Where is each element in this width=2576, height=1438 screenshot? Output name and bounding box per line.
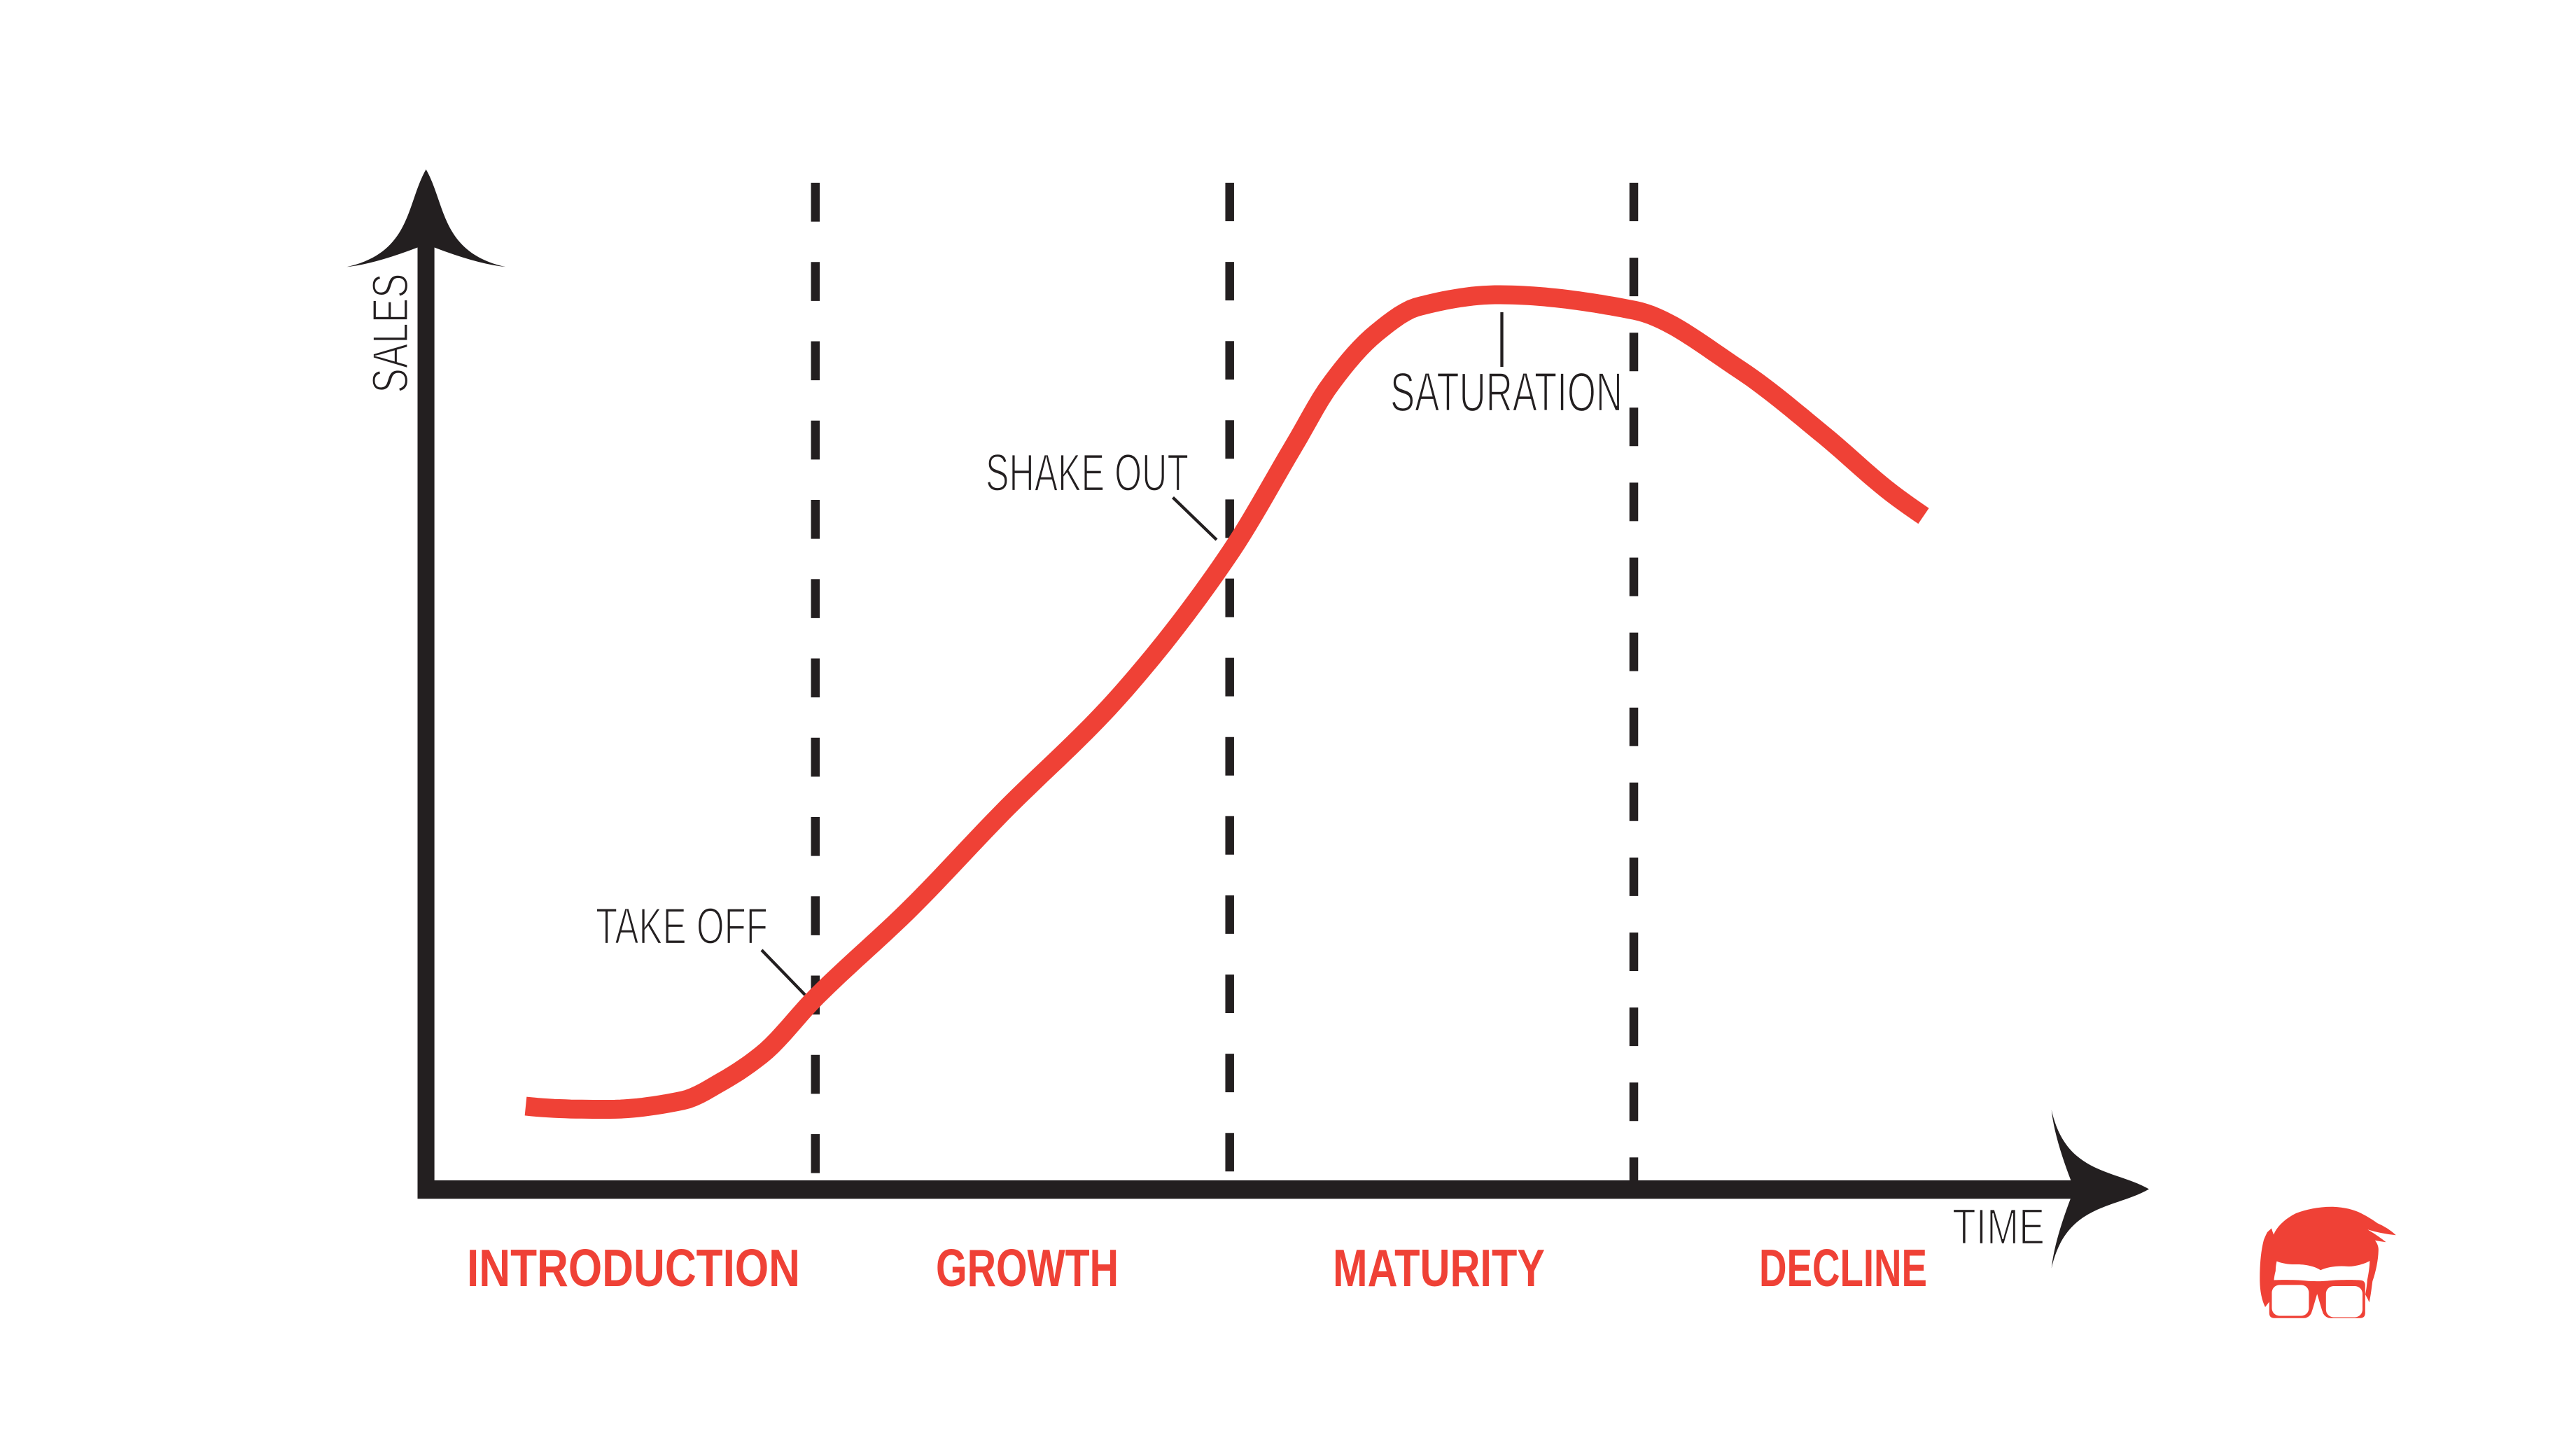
svg-text:SALES: SALES: [363, 274, 419, 393]
svg-text:GROWTH: GROWTH: [936, 1238, 1119, 1297]
svg-text:MATURITY: MATURITY: [1333, 1238, 1545, 1297]
svg-text:INTRODUCTION: INTRODUCTION: [467, 1238, 800, 1297]
svg-text:SHAKE OUT: SHAKE OUT: [986, 443, 1189, 502]
svg-text:DECLINE: DECLINE: [1759, 1238, 1927, 1297]
svg-text:TIME: TIME: [1952, 1199, 2045, 1255]
svg-text:TAKE OFF: TAKE OFF: [596, 898, 768, 955]
svg-text:SATURATION: SATURATION: [1390, 361, 1623, 423]
